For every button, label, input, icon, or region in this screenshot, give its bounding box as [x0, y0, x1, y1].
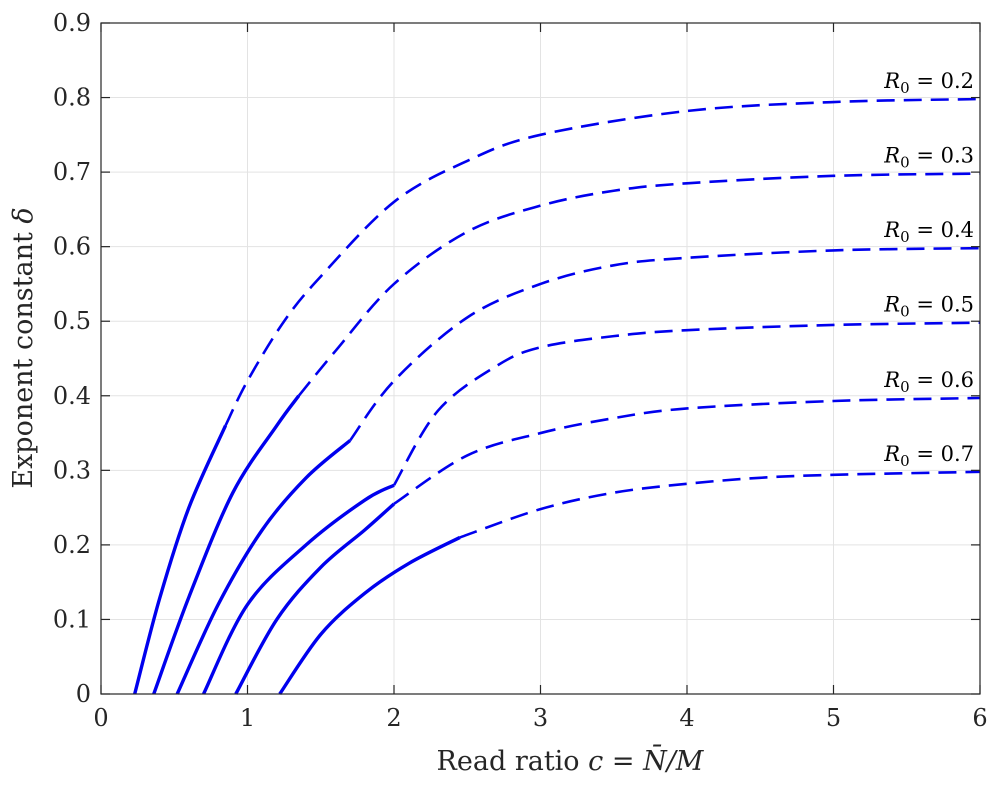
series-label: R0 = 0.4 — [883, 218, 974, 246]
series-line-dashed — [459, 470, 981, 539]
series-line-dashed — [224, 97, 981, 427]
series-5 — [234, 396, 981, 695]
y-tick-label: 0.5 — [53, 307, 91, 335]
y-tick-label: 0.8 — [53, 84, 91, 112]
y-tick-label: 0.3 — [53, 456, 91, 484]
series-label: R0 = 0.5 — [883, 293, 974, 321]
series-label: R0 = 0.2 — [883, 69, 974, 97]
series-3 — [175, 246, 981, 695]
x-tick-label: 6 — [972, 704, 987, 732]
y-axis-label: Exponent constant δ — [8, 207, 39, 488]
series-line-dashed — [392, 321, 981, 486]
x-tick-label: 3 — [533, 704, 548, 732]
series-line-solid — [133, 424, 228, 695]
x-tick-label: 1 — [240, 704, 255, 732]
ticks: 0 1 2 3 4 5 6 0 0.1 0.2 0.3 0.4 0.5 0.6 0.7 0.8 0.9 — [53, 9, 988, 732]
grid — [100, 22, 981, 695]
series-line-dashed — [393, 396, 981, 505]
x-tick-label: 4 — [679, 704, 694, 732]
series-6 — [278, 470, 981, 695]
series-line-solid — [278, 535, 461, 695]
series-1 — [133, 97, 981, 695]
curve-labels: R0 = 0.2 R0 = 0.3 R0 = 0.4 R0 = 0.5 R0 = 0.6… — [883, 69, 974, 470]
curves — [133, 97, 981, 695]
x-axis-label: Read ratio c = N̄/M — [437, 743, 705, 777]
y-tick-label: 0.6 — [53, 233, 91, 261]
y-tick-label: 0 — [76, 680, 91, 708]
y-tick-label: 0.1 — [53, 605, 91, 633]
series-line-solid — [202, 483, 395, 695]
x-tick-label: 2 — [386, 704, 401, 732]
series-line-solid — [234, 502, 396, 695]
series-line-dashed — [297, 172, 981, 397]
series-line-solid — [152, 394, 301, 695]
series-label: R0 = 0.7 — [883, 442, 974, 470]
y-tick-label: 0.9 — [53, 9, 91, 37]
series-2 — [152, 172, 981, 695]
y-tick-label: 0.2 — [53, 531, 91, 559]
series-label: R0 = 0.3 — [883, 144, 974, 172]
series-line-dashed — [349, 246, 981, 442]
x-tick-label: 5 — [826, 704, 841, 732]
y-tick-label: 0.7 — [53, 158, 91, 186]
series-4 — [202, 321, 981, 695]
series-line-solid — [175, 439, 352, 695]
y-tick-label: 0.4 — [53, 382, 91, 410]
x-tick-label: 0 — [93, 704, 108, 732]
series-label: R0 = 0.6 — [883, 368, 974, 396]
